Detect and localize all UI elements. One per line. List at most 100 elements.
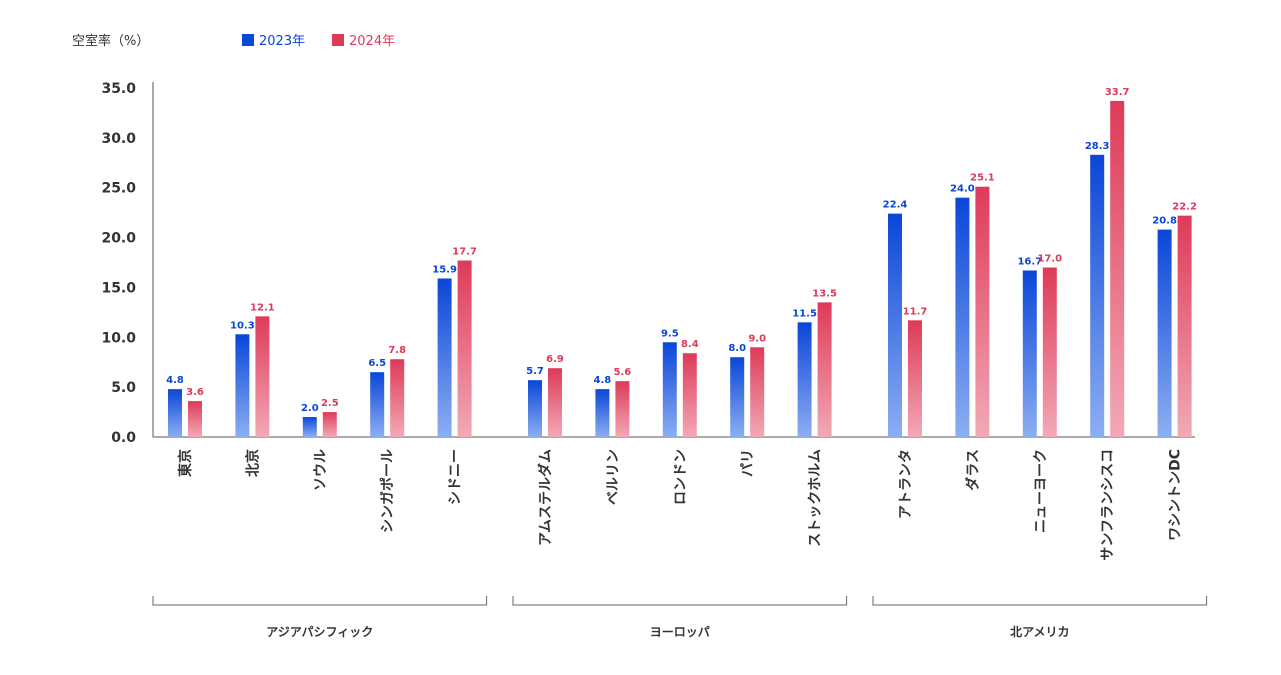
bar-1-10 [908,320,922,437]
group-bracket-1 [512,596,848,606]
bar-0-9 [797,322,812,437]
bar-0-6 [595,389,610,437]
category-label-2: ソウル [313,449,329,491]
group-bracket-0 [152,596,488,606]
value-label-1-6: 5.6 [614,367,632,378]
value-label-1-14: 22.2 [1172,202,1197,213]
y-tick-label: 35.0 [101,81,136,97]
legend-label-1: 2024年 [349,34,395,49]
group-label-1: ヨーロッパ [650,625,710,639]
value-label-1-3: 7.8 [388,345,406,356]
value-label-0-9: 11.5 [792,308,817,319]
category-label-8: パリ [740,449,756,477]
category-label-11: ダラス [964,449,981,491]
bar-1-6 [615,381,630,437]
value-label-0-2: 2.0 [301,403,319,414]
bar-0-10 [888,213,902,437]
bars-layer: 4.83.610.312.12.0 2.56.57.815.917.75.76.9… [166,87,1197,437]
bar-1-8 [750,347,765,437]
value-label-1-2: 2.5 [321,398,339,409]
bar-0-3 [370,372,385,437]
value-label-0-3: 6.5 [368,358,386,369]
bar-0-0 [168,389,182,437]
bar-0-8 [730,357,745,437]
y-tick-label: 15.0 [101,280,136,296]
bar-1-5 [548,368,562,437]
y-tick-label: 25.0 [101,181,136,197]
category-label-4: シドニー [448,449,464,505]
value-label-1-9: 13.5 [812,288,837,299]
value-label-0-0: 4.8 [166,375,184,386]
bar-1-11 [975,186,990,437]
y-tick-label: 30.0 [101,131,136,147]
value-label-1-13: 33.7 [1105,87,1130,98]
bar-1-12 [1042,267,1057,437]
category-label-3: シンガポール [379,449,396,533]
bar-1-1 [255,316,270,437]
category-label-5: アムステルダム [537,449,554,546]
bar-0-2 [302,417,317,437]
value-label-0-4: 15.9 [432,264,457,275]
value-label-1-0: 3.6 [186,387,204,398]
bar-0-7 [662,342,677,437]
legend: 2023年 2024年 [242,34,395,49]
category-label-14: ワシントンDC [1168,449,1184,541]
group-label-2: 北アメリカ [1010,624,1069,639]
category-label-1: 北京 [244,449,261,477]
value-label-1-7: 8.4 [681,339,699,350]
value-label-1-10: 11.7 [903,306,928,317]
bar-1-13 [1110,100,1125,437]
category-label-10: アトランタ [898,449,914,519]
legend-label-0: 2023年 [259,34,305,49]
category-label-12: ニューヨーク [1033,449,1049,533]
bar-1-14 [1177,215,1192,437]
bar-1-9 [817,302,832,437]
category-label-7: ロンドン [673,449,689,505]
y-tick-label: 20.0 [101,231,136,247]
value-label-0-8: 8.0 [728,343,746,354]
value-label-0-11: 24.0 [950,184,975,195]
group-brackets: アジアパシフィック ヨーロッパ 北アメリカ [152,596,1208,639]
value-label-1-4: 17.7 [452,247,477,258]
value-label-1-12: 17.0 [1037,253,1062,264]
group-label-0: アジアパシフィック [266,625,373,639]
y-tick-label: 0.0 [111,430,136,446]
y-tick-label: 10.0 [101,330,136,346]
bar-0-13 [1090,154,1105,437]
bar-1-3 [390,359,405,437]
value-label-0-13: 28.3 [1085,141,1110,152]
value-label-0-10: 22.4 [883,200,908,211]
bar-1-4 [457,260,472,437]
category-labels: 東京 北京 ソウル シンガポール シドニー アムステルダム ベルリン ロンドン パリ ストックホル… [177,449,1184,561]
legend-swatch-1 [332,34,344,46]
value-label-0-7: 9.5 [661,328,679,339]
value-label-0-12: 16.7 [1017,256,1042,267]
bar-0-11 [955,197,970,437]
value-label-1-8: 9.0 [748,333,766,344]
category-label-9: ストックホルム [808,449,824,547]
bar-1-7 [682,353,697,437]
bar-1-0 [188,401,202,437]
bar-0-5 [528,380,542,437]
value-label-0-14: 20.8 [1152,216,1177,227]
value-label-1-1: 12.1 [250,302,275,313]
value-label-1-11: 25.1 [970,173,995,184]
y-axis-title: 空室率（%） [72,33,149,49]
category-label-6: ベルリン [605,449,621,505]
y-tick-label: 5.0 [111,380,136,396]
value-label-0-1: 10.3 [230,320,255,331]
bar-0-14 [1157,229,1172,437]
legend-swatch-0 [242,34,254,46]
bar-1-2 [322,412,337,437]
value-label-0-6: 4.8 [594,375,612,386]
value-label-0-5: 5.7 [526,366,544,377]
bar-0-1 [235,334,250,437]
bar-0-4 [437,278,452,437]
value-label-1-5: 6.9 [546,354,564,365]
category-label-0: 東京 [177,449,194,477]
category-label-13: サンフランシスコ [1100,449,1116,561]
bar-0-12 [1022,270,1037,437]
group-bracket-2 [872,596,1208,606]
